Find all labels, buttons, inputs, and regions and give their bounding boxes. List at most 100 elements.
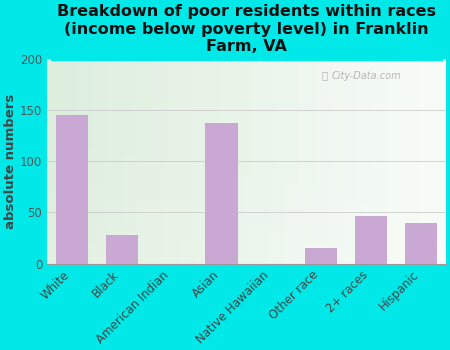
Bar	[244, 59, 247, 264]
Bar	[47, 84, 446, 86]
Bar	[121, 59, 123, 264]
Bar	[145, 59, 147, 264]
Bar	[47, 172, 446, 174]
Bar	[97, 59, 99, 264]
Bar	[328, 59, 330, 264]
Bar	[47, 80, 446, 82]
Bar	[47, 231, 446, 233]
Bar	[61, 59, 63, 264]
Bar	[47, 184, 446, 186]
Bar	[47, 219, 446, 220]
Bar	[47, 86, 446, 88]
Bar	[125, 59, 127, 264]
Bar	[47, 59, 446, 61]
Bar	[47, 137, 446, 139]
Bar	[47, 190, 446, 192]
Bar	[189, 59, 191, 264]
Text: Ⓞ: Ⓞ	[321, 71, 327, 80]
Bar	[47, 119, 446, 120]
Bar	[101, 59, 103, 264]
Bar	[166, 59, 169, 264]
Bar	[418, 59, 420, 264]
Bar	[268, 59, 270, 264]
Title: Breakdown of poor residents within races
(income below poverty level) in Frankli: Breakdown of poor residents within races…	[57, 4, 436, 54]
Bar	[177, 59, 179, 264]
Bar	[290, 59, 292, 264]
Bar	[254, 59, 256, 264]
Bar	[47, 215, 446, 217]
Bar	[207, 59, 208, 264]
Bar	[256, 59, 258, 264]
Bar	[161, 59, 163, 264]
Bar	[416, 59, 418, 264]
Bar	[137, 59, 139, 264]
Bar	[410, 59, 412, 264]
Bar	[47, 192, 446, 194]
Bar	[266, 59, 268, 264]
Bar	[47, 117, 446, 119]
Bar	[79, 59, 81, 264]
Bar	[350, 59, 352, 264]
Bar	[366, 59, 368, 264]
Bar	[47, 220, 446, 223]
Bar	[47, 161, 446, 163]
Bar	[173, 59, 175, 264]
Bar	[184, 59, 187, 264]
Bar	[47, 94, 446, 96]
Bar	[191, 59, 193, 264]
Bar	[440, 59, 442, 264]
Bar	[47, 149, 446, 151]
Bar	[280, 59, 282, 264]
Bar	[47, 70, 446, 71]
Bar	[47, 241, 446, 243]
Bar	[47, 196, 446, 198]
Bar	[47, 65, 446, 68]
Bar	[358, 59, 360, 264]
Bar	[83, 59, 85, 264]
Bar	[47, 170, 446, 172]
Bar	[107, 59, 109, 264]
Bar	[47, 217, 446, 219]
Bar	[183, 59, 184, 264]
Bar	[364, 59, 366, 264]
Bar	[71, 59, 73, 264]
Bar	[215, 59, 216, 264]
Bar	[47, 261, 446, 264]
Bar	[262, 59, 265, 264]
Bar	[398, 59, 400, 264]
Bar	[316, 59, 318, 264]
Bar	[111, 59, 113, 264]
Bar	[171, 59, 173, 264]
Bar	[354, 59, 356, 264]
Bar	[230, 59, 233, 264]
Bar	[47, 163, 446, 166]
Bar	[47, 76, 446, 78]
Bar	[216, 59, 219, 264]
Bar	[179, 59, 180, 264]
Bar	[73, 59, 75, 264]
Bar	[47, 174, 446, 176]
Bar	[233, 59, 234, 264]
Bar	[252, 59, 254, 264]
Bar	[51, 59, 53, 264]
Bar	[426, 59, 428, 264]
Bar	[272, 59, 274, 264]
Bar	[376, 59, 378, 264]
Bar	[296, 59, 298, 264]
Bar	[372, 59, 374, 264]
Bar	[386, 59, 388, 264]
Bar	[89, 59, 91, 264]
Bar	[47, 71, 446, 74]
Bar	[47, 176, 446, 178]
Bar	[47, 212, 446, 215]
Bar	[344, 59, 346, 264]
Bar	[243, 59, 244, 264]
Bar	[175, 59, 177, 264]
Bar	[47, 257, 446, 259]
Bar	[251, 59, 252, 264]
Bar	[320, 59, 322, 264]
Bar	[47, 223, 446, 225]
Bar	[247, 59, 248, 264]
Bar	[77, 59, 79, 264]
Bar	[47, 256, 446, 257]
